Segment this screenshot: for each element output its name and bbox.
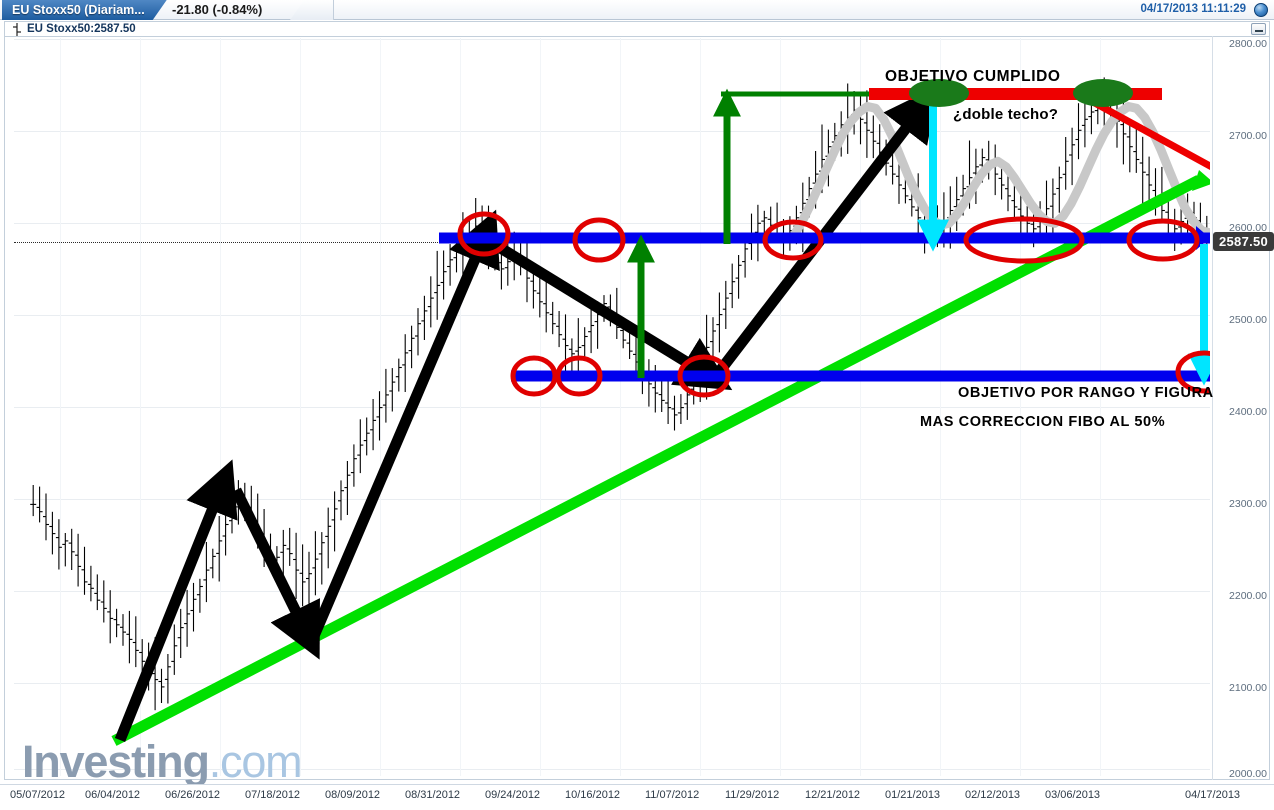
x-tick: 12/21/2012 bbox=[805, 789, 861, 801]
impulse-leg-4 bbox=[491, 239, 733, 391]
current-price-tag: 2587.50 bbox=[1213, 232, 1274, 251]
gridline bbox=[14, 499, 1210, 500]
y-tick: 2200.00 bbox=[1229, 590, 1267, 602]
vgridline bbox=[380, 38, 381, 776]
x-tick: 07/18/2012 bbox=[245, 789, 301, 801]
y-tick: 2400.00 bbox=[1229, 406, 1267, 418]
y-tick: 2800.00 bbox=[1229, 38, 1267, 50]
x-tick: 11/07/2012 bbox=[645, 789, 700, 801]
watermark-tld: .com bbox=[208, 736, 303, 787]
gridline bbox=[14, 591, 1210, 592]
vgridline bbox=[780, 38, 781, 776]
technical-drawings bbox=[111, 79, 1210, 746]
impulse-leg-3 bbox=[308, 209, 500, 639]
vgridline bbox=[700, 38, 701, 776]
vgridline bbox=[1100, 38, 1101, 776]
tab-next-placeholder[interactable] bbox=[290, 0, 334, 20]
x-tick: 10/16/2012 bbox=[565, 789, 621, 801]
x-tick: 06/26/2012 bbox=[165, 789, 221, 801]
x-tick: 11/29/2012 bbox=[725, 789, 780, 801]
window-tabstrip: EU Stoxx50 (Diariam... -21.80 (-0.84%) 0… bbox=[0, 0, 1274, 20]
x-tick: 04/17/2013 bbox=[1185, 789, 1241, 801]
y-tick: 2100.00 bbox=[1229, 682, 1267, 694]
x-tick: 09/24/2012 bbox=[485, 789, 541, 801]
y-tick: 2000.00 bbox=[1229, 768, 1267, 780]
touch-marker-8[interactable] bbox=[677, 354, 731, 398]
vgridline bbox=[1020, 38, 1021, 776]
touch-marker-2[interactable] bbox=[572, 217, 626, 263]
tab-eu-stoxx50[interactable]: EU Stoxx50 (Diariam... bbox=[2, 0, 167, 20]
y-tick: 2700.00 bbox=[1229, 130, 1267, 142]
touch-marker-3[interactable] bbox=[762, 219, 824, 261]
vgridline bbox=[620, 38, 621, 776]
vgridline bbox=[220, 38, 221, 776]
gridline bbox=[14, 39, 1210, 40]
annotation-objetivo-rango-figura: OBJETIVO POR RANGO Y FIGURA bbox=[958, 385, 1214, 401]
touch-marker-1[interactable] bbox=[457, 211, 511, 257]
impulse-leg-2 bbox=[231, 487, 320, 660]
gridline bbox=[14, 769, 1210, 770]
x-tick: 02/12/2013 bbox=[965, 789, 1021, 801]
downtrend-line-red bbox=[1080, 92, 1210, 170]
annotation-objetivo-cumplido: OBJETIVO CUMPLIDO bbox=[885, 68, 1061, 85]
vgridline bbox=[460, 38, 461, 776]
plot-area[interactable] bbox=[14, 38, 1210, 776]
investing-watermark: Investing.com bbox=[22, 736, 303, 787]
double-top-peak-2 bbox=[1073, 79, 1133, 107]
uptrend-arrowhead bbox=[1192, 170, 1210, 191]
gridline bbox=[14, 131, 1210, 132]
x-axis: 05/07/2012 06/04/2012 06/26/2012 07/18/2… bbox=[0, 784, 1274, 810]
vgridline bbox=[60, 38, 61, 776]
watermark-brand: Investing bbox=[22, 736, 210, 787]
x-tick: 01/21/2013 bbox=[885, 789, 941, 801]
quote-bar: EU Stoxx50:2587.50 bbox=[4, 21, 1270, 36]
y-tick: 2300.00 bbox=[1229, 498, 1267, 510]
y-tick: 2500.00 bbox=[1229, 314, 1267, 326]
moving-average-line bbox=[789, 102, 1210, 240]
y-tick: 2600.00 bbox=[1229, 222, 1267, 234]
x-tick: 06/04/2012 bbox=[85, 789, 141, 801]
touch-marker-4[interactable] bbox=[963, 216, 1085, 264]
x-tick: 03/06/2013 bbox=[1045, 789, 1101, 801]
timestamp: 04/17/2013 11:11:29 bbox=[1140, 3, 1246, 15]
gridline bbox=[14, 683, 1210, 684]
quote-label: EU Stoxx50:2587.50 bbox=[27, 23, 136, 35]
gridline bbox=[14, 407, 1210, 408]
resistance-arrowhead bbox=[1196, 226, 1210, 250]
x-tick: 08/09/2012 bbox=[325, 789, 381, 801]
double-top-peak-1 bbox=[909, 79, 969, 107]
vgridline bbox=[140, 38, 141, 776]
vgridline bbox=[860, 38, 861, 776]
x-tick: 08/31/2012 bbox=[405, 789, 461, 801]
touch-marker-9[interactable] bbox=[1175, 350, 1210, 394]
touch-marker-5[interactable] bbox=[1126, 218, 1200, 262]
price-change-label: -21.80 (-0.84%) bbox=[172, 2, 263, 17]
annotation-correccion-fibo: MAS CORRECCION FIBO AL 50% bbox=[920, 414, 1166, 430]
annotation-doble-techo: ¿doble techo? bbox=[953, 106, 1059, 123]
globe-icon[interactable] bbox=[1254, 3, 1268, 17]
y-axis: 2800.00 2700.00 2600.00 2500.00 2400.00 … bbox=[1212, 36, 1270, 780]
x-tick: 05/07/2012 bbox=[10, 789, 66, 801]
impulse-leg-1 bbox=[114, 459, 238, 743]
touch-marker-6[interactable] bbox=[510, 355, 558, 397]
vgridline bbox=[540, 38, 541, 776]
touch-marker-7[interactable] bbox=[555, 355, 603, 397]
vgridline bbox=[940, 38, 941, 776]
minimize-icon[interactable] bbox=[1251, 23, 1266, 35]
vgridline bbox=[300, 38, 301, 776]
uptrend-line-green bbox=[111, 175, 1202, 746]
ohlc-bar-icon bbox=[13, 23, 21, 36]
